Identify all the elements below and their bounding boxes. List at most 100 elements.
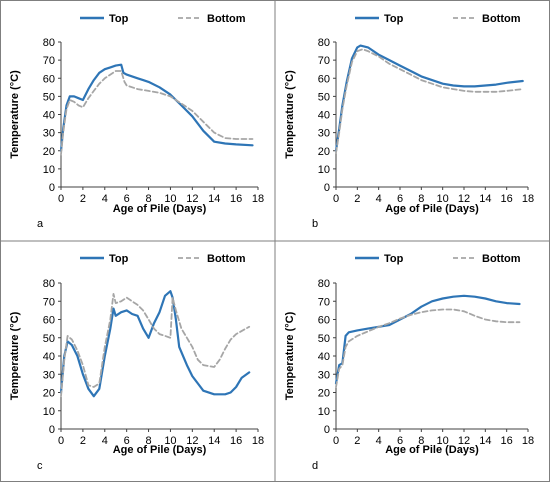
- y-tick-label: 70: [43, 296, 55, 308]
- y-tick-label: 60: [43, 315, 55, 327]
- y-tick-label: 60: [318, 73, 330, 85]
- x-tick-label: 12: [458, 435, 470, 447]
- y-tick-label: 0: [49, 182, 55, 194]
- legend: Top Bottom: [80, 253, 246, 265]
- y-tick-label: 80: [318, 37, 330, 49]
- y-tick-label: 50: [318, 333, 330, 345]
- series-line-top: [334, 44, 524, 152]
- x-tick-label: 12: [186, 193, 198, 205]
- series-line-top: [334, 294, 521, 385]
- x-tick-label: 12: [458, 193, 470, 205]
- legend-label-bottom: Bottom: [207, 253, 246, 265]
- y-tick-label: 10: [43, 406, 55, 418]
- legend-label-top: Top: [109, 253, 129, 265]
- chart-panel-d: 0 10 20 30 40 50 60 70 80 0 2 4 6 8 10 12 14 16 18 Age of P…: [284, 253, 534, 472]
- x-axis-label: Age of Pile (Days): [113, 444, 207, 456]
- y-axis-label: Temperature (°C): [284, 70, 296, 159]
- x-tick-label: 0: [333, 435, 339, 447]
- chart-panel-b: 0 10 20 30 40 50 60 70 80 0 2 4 6 8 10 12 14 16 18 Age of P…: [284, 13, 534, 230]
- series-line-bottom: [60, 293, 251, 398]
- x-tick-label: 2: [80, 193, 86, 205]
- x-tick-label: 6: [397, 193, 403, 205]
- y-tick-label: 20: [318, 146, 330, 158]
- x-tick-label: 18: [522, 193, 534, 205]
- series-line-top: [59, 63, 254, 152]
- x-tick-label: 2: [354, 435, 360, 447]
- x-tick-label: 0: [333, 193, 339, 205]
- x-tick-label: 4: [376, 193, 382, 205]
- series-line-bottom: [60, 70, 254, 156]
- x-tick-label: 14: [479, 193, 491, 205]
- x-tick-label: 0: [58, 193, 64, 205]
- y-tick-label: 60: [318, 315, 330, 327]
- series-line-bottom: [335, 308, 521, 388]
- x-tick-label: 16: [501, 193, 513, 205]
- chart-panel-a: 0 10 20 30 40 50 60 70 80 0 2 4 6 8 10 12 14 16 18 Age of P…: [9, 13, 264, 230]
- x-axis-label: Age of Pile (Days): [385, 203, 479, 215]
- y-tick-label: 70: [318, 296, 330, 308]
- y-tick-label: 20: [318, 388, 330, 400]
- y-axis-label: Temperature (°C): [9, 311, 21, 400]
- legend-label-bottom: Bottom: [207, 13, 246, 25]
- x-tick-label: 6: [124, 193, 130, 205]
- y-tick-label: 20: [43, 388, 55, 400]
- x-tick-label: 18: [522, 435, 534, 447]
- y-axis-label: Temperature (°C): [284, 311, 296, 400]
- x-tick-label: 8: [418, 193, 424, 205]
- x-tick-label: 14: [208, 435, 220, 447]
- y-tick-label: 70: [43, 55, 55, 67]
- y-tick-label: 10: [318, 406, 330, 418]
- x-tick-label: 2: [354, 193, 360, 205]
- panel-label: c: [37, 460, 43, 472]
- y-tick-label: 80: [318, 278, 330, 290]
- x-tick-label: 4: [102, 193, 108, 205]
- series-line-bottom: [335, 48, 524, 154]
- legend: Top Bottom: [355, 253, 521, 265]
- x-tick-label: 8: [145, 193, 151, 205]
- y-tick-label: 0: [324, 424, 330, 436]
- panel-label: d: [312, 460, 318, 472]
- x-tick-label: 18: [252, 193, 264, 205]
- y-tick-label: 10: [318, 164, 330, 176]
- x-tick-label: 4: [376, 435, 382, 447]
- x-axis-label: Age of Pile (Days): [385, 444, 479, 456]
- x-tick-label: 14: [479, 435, 491, 447]
- x-tick-label: 12: [186, 435, 198, 447]
- x-tick-label: 10: [164, 435, 176, 447]
- y-tick-label: 40: [318, 351, 330, 363]
- legend-label-top: Top: [384, 253, 404, 265]
- y-tick-label: 30: [318, 369, 330, 381]
- legend-label-top: Top: [109, 13, 129, 25]
- series-line-top: [59, 290, 251, 398]
- y-tick-label: 20: [43, 146, 55, 158]
- y-tick-label: 30: [43, 128, 55, 140]
- legend: Top Bottom: [355, 13, 521, 25]
- y-tick-label: 60: [43, 73, 55, 85]
- y-tick-label: 50: [43, 333, 55, 345]
- y-tick-label: 80: [43, 37, 55, 49]
- x-tick-label: 16: [230, 435, 242, 447]
- panel-label: a: [37, 218, 44, 230]
- x-tick-label: 8: [418, 435, 424, 447]
- y-tick-label: 40: [318, 110, 330, 122]
- x-tick-label: 6: [397, 435, 403, 447]
- y-axis-label: Temperature (°C): [9, 70, 21, 159]
- y-tick-label: 0: [49, 424, 55, 436]
- y-tick-label: 40: [43, 351, 55, 363]
- x-tick-label: 4: [102, 435, 108, 447]
- panel-label: b: [312, 218, 318, 230]
- y-tick-label: 70: [318, 55, 330, 67]
- y-tick-label: 40: [43, 110, 55, 122]
- chart-panel-c: 0 10 20 30 40 50 60 70 80 0 2 4 6 8 10 12 14 16 18 Age of P…: [9, 253, 264, 472]
- x-tick-label: 0: [58, 435, 64, 447]
- y-tick-label: 80: [43, 278, 55, 290]
- x-tick-label: 6: [124, 435, 130, 447]
- legend-label-bottom: Bottom: [482, 253, 521, 265]
- x-tick-label: 10: [164, 193, 176, 205]
- x-tick-label: 10: [437, 193, 449, 205]
- legend-label-bottom: Bottom: [482, 13, 521, 25]
- x-tick-label: 16: [230, 193, 242, 205]
- y-tick-label: 30: [318, 128, 330, 140]
- y-tick-label: 0: [324, 182, 330, 194]
